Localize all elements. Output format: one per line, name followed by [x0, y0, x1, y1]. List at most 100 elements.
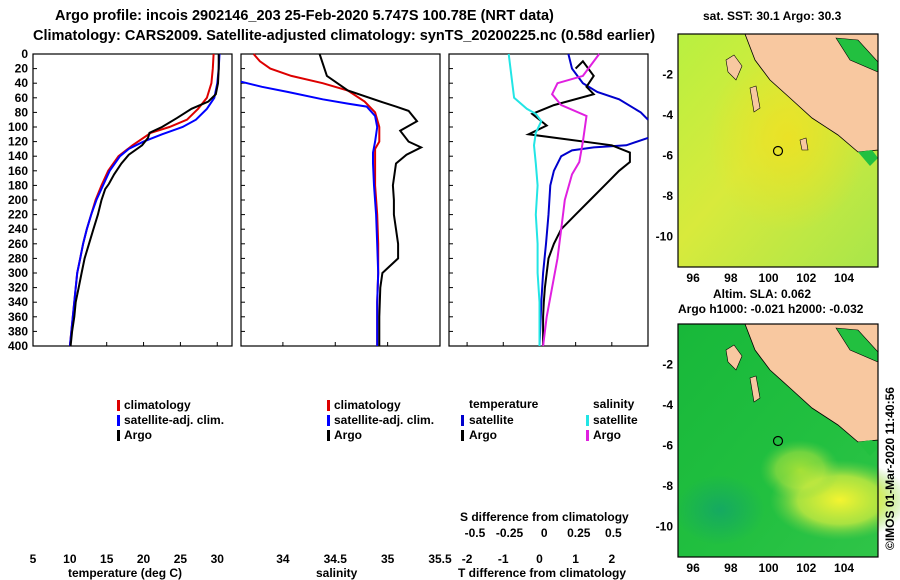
series-climatology — [68, 53, 215, 347]
depth-tick-label: 60 — [15, 91, 29, 105]
legend-swatch-t-argo — [461, 430, 464, 441]
legend-satellite: satellite-adj. clim. — [334, 413, 434, 427]
depth-tick-label: 300 — [8, 266, 28, 280]
depth-tick-label: 20 — [15, 62, 29, 76]
x-tick-label: 30 — [211, 552, 225, 566]
temperature-profiles — [68, 53, 221, 347]
depth-tick-label: 260 — [8, 237, 28, 251]
salinity-axis-ticks: 34 34.5 35 35.5 — [276, 342, 452, 566]
depth-tick-label: 380 — [8, 324, 28, 338]
sla-lat-ticks: -2 -4 -6 -8 -10 — [656, 358, 674, 534]
x-tick-label: 25 — [174, 552, 188, 566]
depth-tick-label: 240 — [8, 222, 28, 236]
x-tick-label: 10 — [63, 552, 77, 566]
depth-tick-label: 340 — [8, 295, 28, 309]
depth-tick-label: 80 — [15, 105, 29, 119]
difference-profiles — [507, 53, 649, 347]
sla-map-title2: Argo h1000: -0.021 h2000: -0.032 — [678, 302, 864, 316]
salinity-legend: climatology satellite-adj. clim. Argo — [327, 398, 434, 442]
sla-argo-marker — [772, 435, 784, 447]
x-tick-label: 34.5 — [324, 552, 348, 566]
depth-tick-label: 120 — [8, 135, 28, 149]
legend-swatch-satellite — [327, 415, 330, 426]
series-t-argo — [525, 59, 631, 346]
legend-swatch-t-satellite — [461, 415, 464, 426]
series-argo — [318, 53, 424, 346]
sla-map — [675, 323, 900, 558]
salinity-xlabel: salinity — [316, 566, 358, 580]
sla-lon-ticks: 96 98 100 102 104 — [686, 561, 854, 575]
x-tick-label: 5 — [30, 552, 37, 566]
depth-tick-label: 220 — [8, 208, 28, 222]
lon-tick-label: 98 — [724, 271, 738, 285]
lon-tick-label: 102 — [796, 271, 816, 285]
sla-island-nias — [725, 344, 743, 371]
temperature-axis-ticks: 5 10 15 20 25 30 — [30, 342, 225, 566]
salinity-profiles — [240, 53, 424, 346]
sla-island-siberut — [749, 375, 761, 403]
sst-island-siberut — [749, 85, 761, 113]
temperature-xlabel: temperature (deg C) — [68, 566, 182, 580]
lat-tick-label: -6 — [662, 149, 673, 163]
lat-tick-label: -2 — [662, 358, 673, 372]
x-tick-label: 35.5 — [428, 552, 452, 566]
legend-temperature-title: temperature — [469, 397, 539, 411]
legend-swatch-argo — [327, 430, 330, 441]
depth-tick-label: 160 — [8, 164, 28, 178]
legend-swatch-s-satellite — [586, 415, 589, 426]
legend-s-argo: Argo — [593, 428, 621, 442]
depth-tick-label: 180 — [8, 178, 28, 192]
x-tick-label: 1 — [572, 552, 579, 566]
legend-swatch-climatology — [327, 400, 330, 411]
x-tick-label: 35 — [381, 552, 395, 566]
depth-tick-label: 100 — [8, 120, 28, 134]
legend-t-satellite: satellite — [469, 413, 514, 427]
depth-tick-label: 40 — [15, 76, 29, 90]
s-diff-tick-label: 0.25 — [567, 526, 591, 540]
series-t-satellite — [567, 53, 649, 121]
series-s-satellite — [507, 53, 543, 346]
s-diff-tick-label: 0 — [541, 526, 548, 540]
lon-tick-label: 104 — [834, 271, 854, 285]
sst-lon-ticks: 96 98 100 102 104 — [686, 271, 854, 285]
depth-tick-label: 140 — [8, 149, 28, 163]
sla-high-anomaly-2 — [760, 440, 840, 500]
series-s-argo — [542, 53, 601, 347]
t-difference-xlabel: T difference from climatology — [458, 566, 626, 580]
sla-landmass-java — [858, 440, 878, 456]
sst-map — [677, 33, 879, 268]
x-tick-label: 15 — [100, 552, 114, 566]
x-tick-label: 0 — [536, 552, 543, 566]
sst-lat-ticks: -2 -4 -6 -8 -10 — [656, 68, 674, 244]
series-satellite-adj-clim- — [68, 53, 221, 347]
sst-map-title: sat. SST: 30.1 Argo: 30.3 — [703, 9, 842, 23]
depth-tick-label: 320 — [8, 281, 28, 295]
sla-map-frame — [677, 323, 879, 558]
s-diff-tick-label: -0.5 — [465, 526, 486, 540]
legend-climatology: climatology — [334, 398, 401, 412]
salinity-panel-frame — [240, 53, 441, 347]
sst-landmass-java — [858, 150, 878, 166]
s-difference-axis-ticks: -0.5 -0.25 0 0.25 0.5 — [465, 526, 622, 540]
legend-swatch-satellite — [117, 415, 120, 426]
sst-map-frame — [677, 33, 879, 268]
x-tick-label: -2 — [462, 552, 473, 566]
legend-swatch-s-argo — [586, 430, 589, 441]
s-difference-xlabel: S difference from climatology — [460, 510, 629, 524]
lon-tick-label: 98 — [724, 561, 738, 575]
depth-tick-label: 360 — [8, 310, 28, 324]
lat-tick-label: -8 — [662, 479, 673, 493]
lat-tick-label: -4 — [662, 398, 673, 412]
series-argo — [69, 54, 220, 347]
sst-island-nias — [725, 54, 743, 81]
lat-tick-label: -10 — [656, 230, 674, 244]
sla-low-anomaly — [675, 475, 765, 545]
depth-tick-label: 200 — [8, 193, 28, 207]
depth-axis-ticks: 0204060801001201401601802002202402602803… — [8, 47, 453, 353]
lon-tick-label: 100 — [759, 271, 779, 285]
s-diff-tick-label: 0.5 — [605, 526, 622, 540]
legend-swatch-climatology — [117, 400, 120, 411]
temperature-panel-frame — [32, 53, 233, 347]
temperature-legend: climatology satellite-adj. clim. Argo — [117, 398, 224, 442]
legend-climatology: climatology — [124, 398, 191, 412]
